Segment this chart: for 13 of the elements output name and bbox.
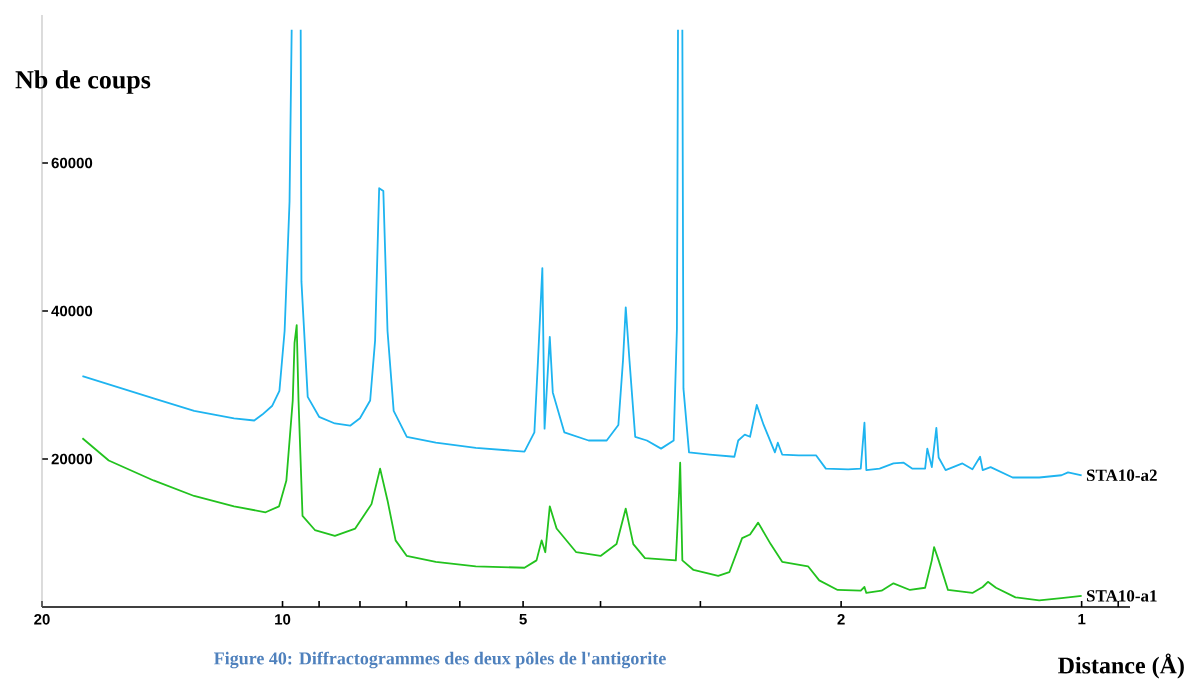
caption: Figure 40: Diffractogrammes des deux pôles de l'antigorite xyxy=(214,651,666,669)
x-tick-label: 10 xyxy=(275,614,291,625)
y-tick-label: 20000 xyxy=(51,453,93,465)
series-label: STA10-a1 xyxy=(1086,590,1157,602)
y-axis-title: Nb de coups xyxy=(15,70,151,94)
y-tick-label: 40000 xyxy=(51,305,93,317)
x-tick-label: 1 xyxy=(1078,614,1086,625)
y-tick-label: 60000 xyxy=(51,157,93,169)
x-tick-label: 5 xyxy=(519,614,527,625)
series-label: STA10-a2 xyxy=(1086,469,1157,481)
x-tick-label: 20 xyxy=(34,614,50,625)
x-tick-label: 2 xyxy=(837,614,845,625)
x-axis-title: Distance (Å) xyxy=(1058,653,1184,679)
